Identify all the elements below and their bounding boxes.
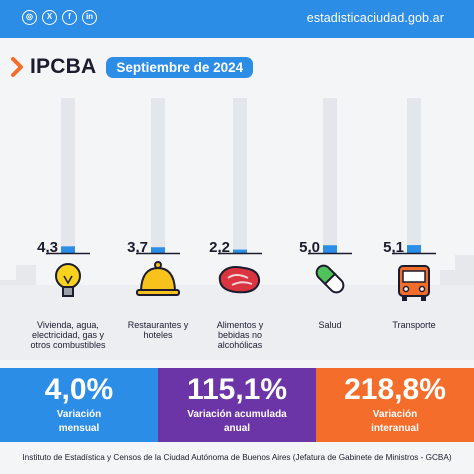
summary-card-yearly: 218,8% Variación interanual <box>316 368 474 442</box>
bars-group: 4,3 3,7 2,2 5,0 5,1 <box>37 98 436 301</box>
monthly-value: 4,0% <box>44 373 114 406</box>
bar <box>233 249 247 253</box>
category-label: Vivienda, agua, electricidad, gas y otro… <box>30 320 106 350</box>
footer-source: Instituto de Estadística y Censos de la … <box>0 442 474 474</box>
bar-value-label: 2,2 <box>209 239 230 256</box>
summary-card-cumulative: 115,1% Variación acumulada anual <box>158 368 316 442</box>
x-icon[interactable]: X <box>42 10 57 25</box>
chevron-right-icon <box>11 57 23 77</box>
bar-track <box>61 98 75 253</box>
brand-title: IPCBA <box>30 55 97 78</box>
bar-track <box>407 98 421 253</box>
category-label: Salud <box>318 320 342 330</box>
bar-track <box>323 98 337 253</box>
social-links: ◎ X f in <box>22 10 97 25</box>
bus-icon <box>398 265 430 301</box>
pill-icon <box>315 264 345 294</box>
bar-chart: 4,3 3,7 2,2 5,0 5,1 <box>0 98 474 360</box>
bar <box>323 245 337 253</box>
facebook-icon[interactable]: f <box>62 10 77 25</box>
linkedin-icon[interactable]: in <box>82 10 97 25</box>
instagram-icon[interactable]: ◎ <box>22 10 37 25</box>
bar-value-label: 5,0 <box>299 239 320 256</box>
category-label: Alimentos y bebidas no alcohólicas <box>216 320 264 350</box>
bar <box>407 245 421 253</box>
steak-icon <box>218 266 261 294</box>
bar-track <box>151 98 165 253</box>
top-bar: ◎ X f in estadisticaciudad.gob.ar <box>0 0 474 38</box>
bar-value-label: 4,3 <box>37 239 58 256</box>
bar <box>61 246 75 253</box>
light-bulb-icon <box>55 263 81 297</box>
summary-card-monthly: 4,0% Variación mensual <box>0 368 158 442</box>
monthly-label-1: Variación <box>56 409 102 420</box>
yearly-label-2: interanual <box>371 423 419 434</box>
cumulative-label-2: anual <box>223 423 251 434</box>
bar-value-label: 5,1 <box>383 239 404 256</box>
yearly-label-1: Variación <box>372 409 418 420</box>
cumulative-label-1: Variación acumulada <box>187 409 287 420</box>
category-label: Transporte <box>392 320 436 330</box>
site-url[interactable]: estadisticaciudad.gob.ar <box>306 11 444 25</box>
yearly-value: 218,8% <box>344 373 446 406</box>
title-row: IPCBA Septiembre de 2024 <box>10 55 254 78</box>
monthly-label-2: mensual <box>58 423 100 434</box>
category-label: Restaurantes y hoteles <box>127 320 189 340</box>
bar-value-label: 3,7 <box>127 239 148 256</box>
bar <box>151 247 165 253</box>
cloche-icon <box>136 261 180 296</box>
cumulative-value: 115,1% <box>186 373 288 406</box>
period-badge: Septiembre de 2024 <box>106 56 254 78</box>
bar-track <box>233 98 247 253</box>
skyline-background <box>0 255 474 360</box>
